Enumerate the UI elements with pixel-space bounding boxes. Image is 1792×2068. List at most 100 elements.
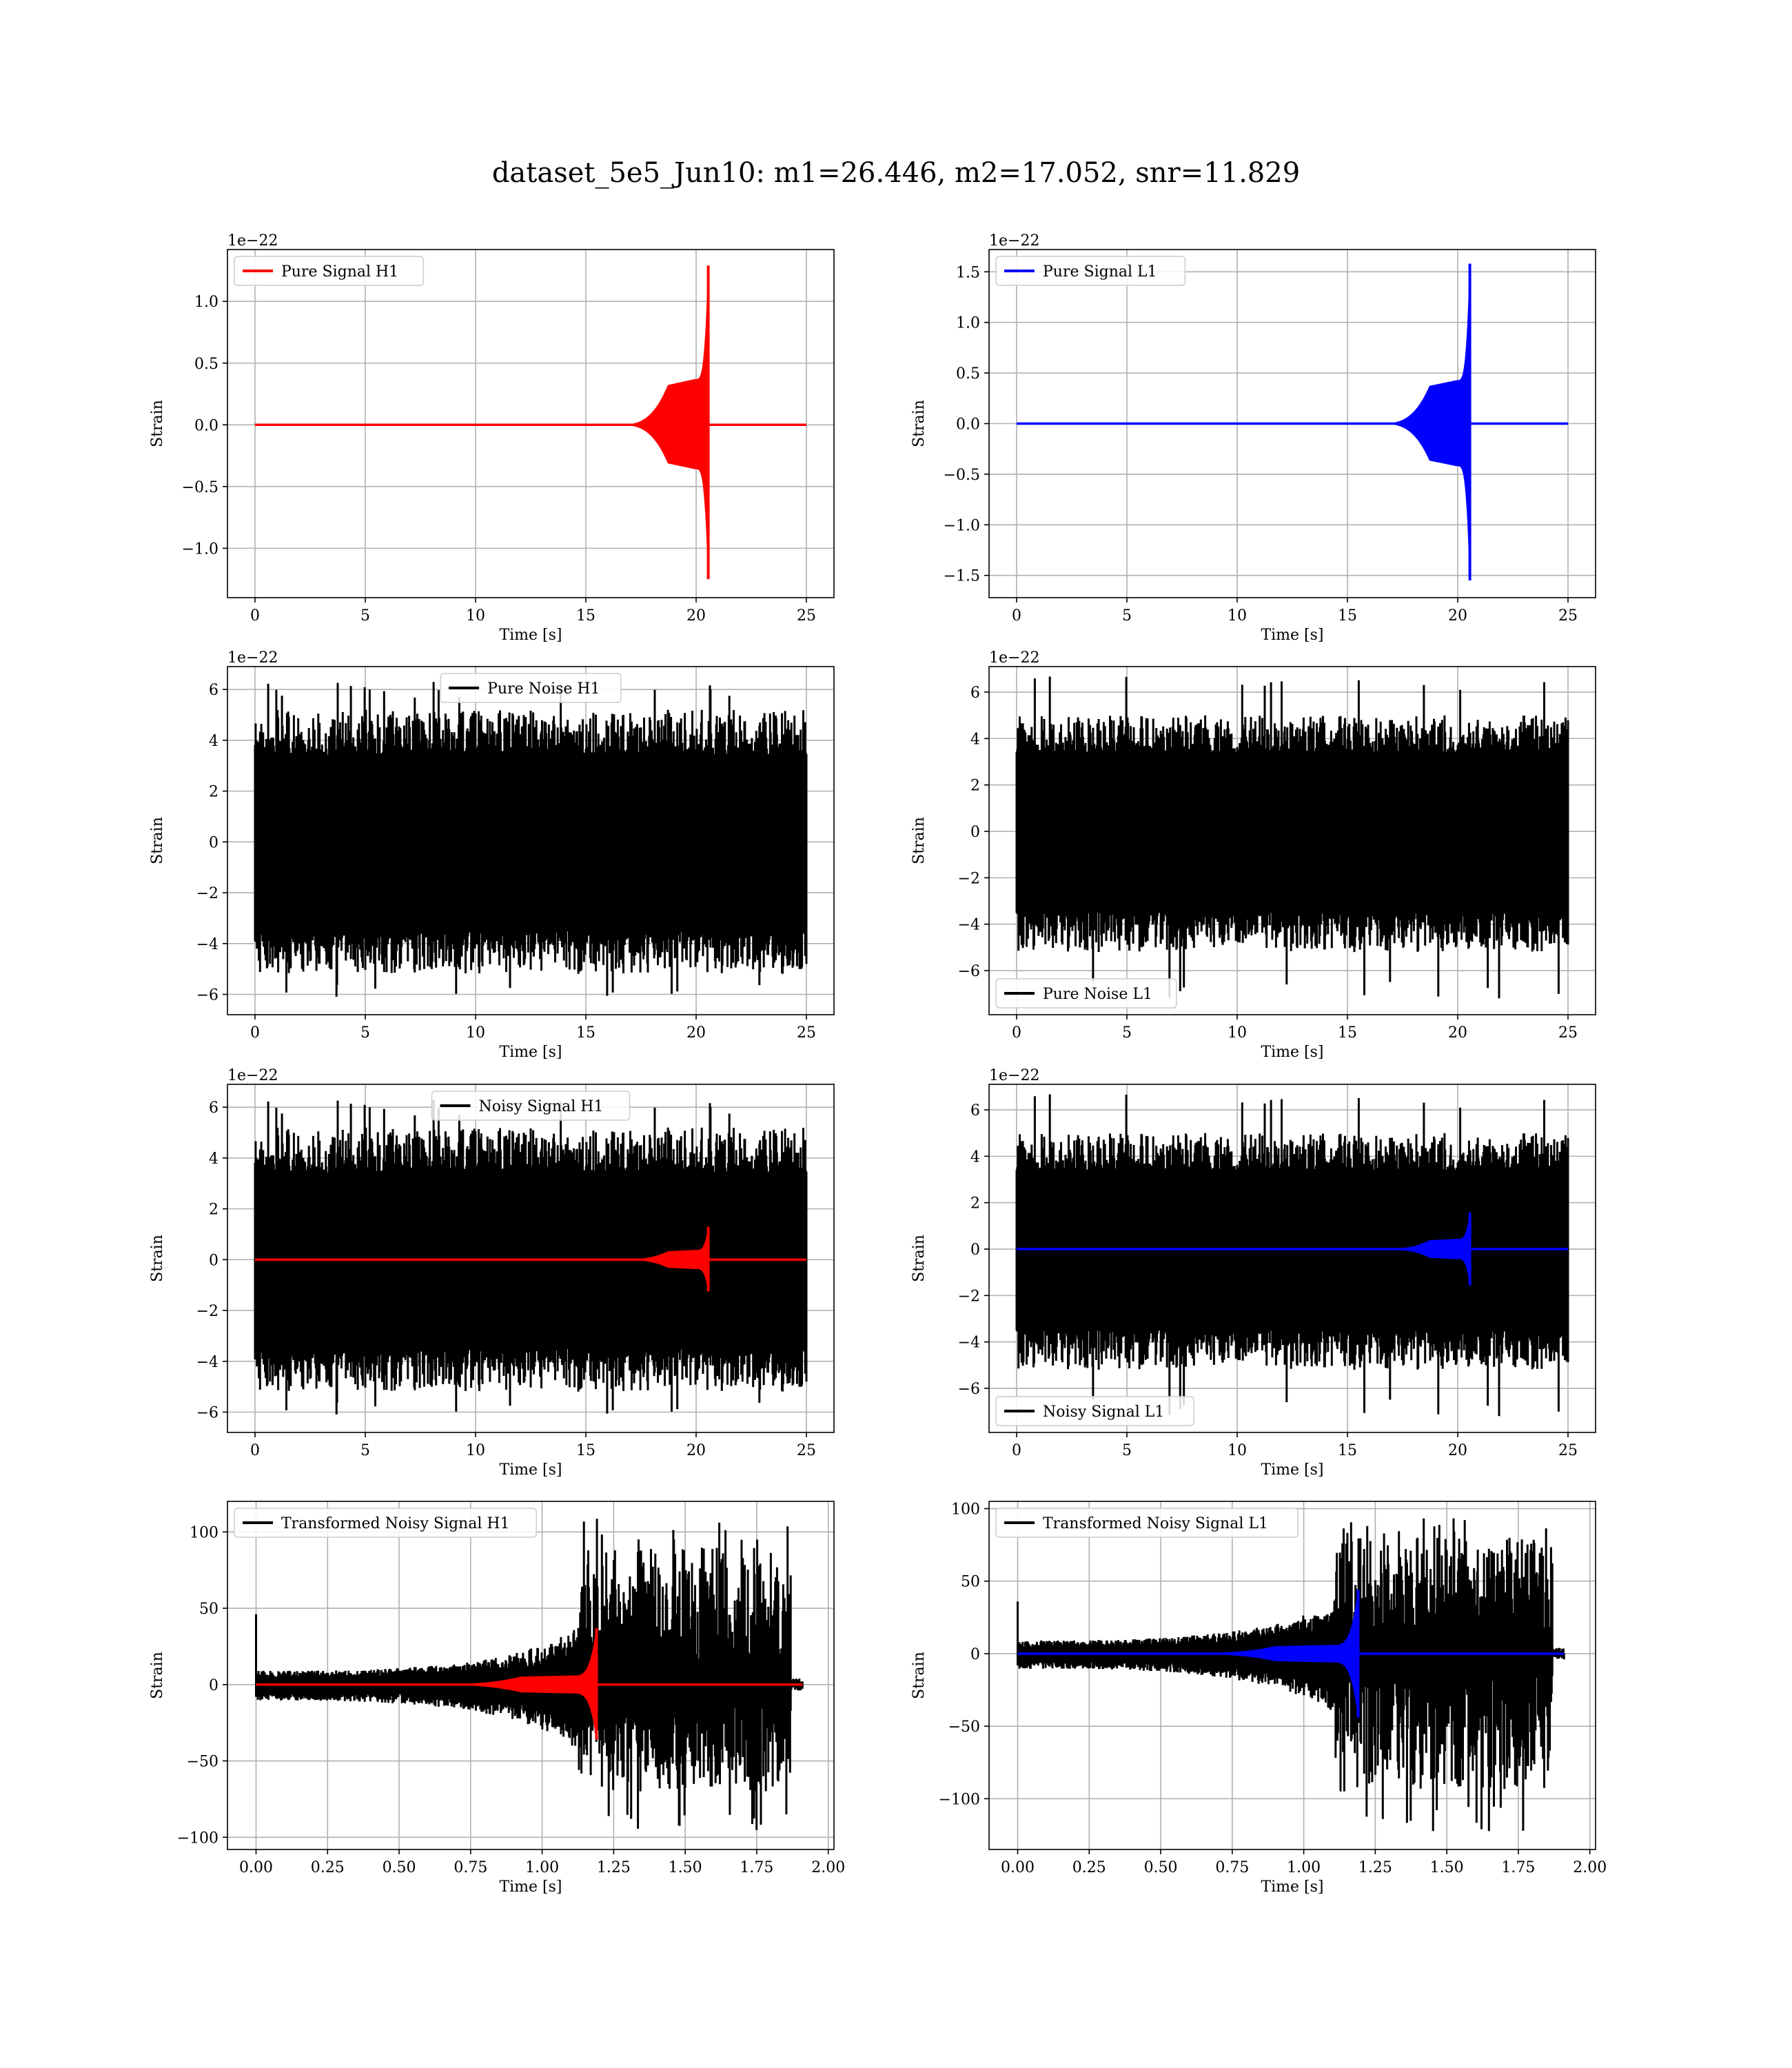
legend: Pure Noise H1 bbox=[440, 673, 622, 703]
legend-box bbox=[995, 1508, 1299, 1538]
y-tick-label: 0 bbox=[209, 834, 218, 851]
y-tick-label: −6 bbox=[196, 987, 218, 1004]
y-tick-label: 0.5 bbox=[956, 365, 980, 383]
x-tick-label: 1.25 bbox=[1358, 1859, 1392, 1876]
pure-noise-h1-axes: 0 5 10 15 20 25 −6 −4 −2 0 2 4 6 Time [s] Strain 1e−22 P… bbox=[149, 649, 835, 1061]
x-tick-label: 10 bbox=[466, 1442, 485, 1459]
y-tick-label: 6 bbox=[970, 1102, 980, 1119]
y-tick-label: 6 bbox=[209, 682, 218, 699]
offset-text: 1e−22 bbox=[227, 232, 278, 250]
y-tick-label: 2 bbox=[209, 1202, 218, 1219]
y-tick-label: −1.5 bbox=[944, 568, 980, 585]
x-tick-label: 2.00 bbox=[811, 1859, 845, 1876]
noise-band bbox=[255, 1178, 806, 1344]
noisy-signal-l1-axes: 0 5 10 15 20 25 −6 −4 −2 0 2 4 6 Time [s] Strain 1e−22 N… bbox=[910, 1067, 1596, 1479]
y-tick-label: −2 bbox=[196, 885, 218, 902]
y-axis-label: Strain bbox=[910, 817, 928, 864]
legend: Pure Signal L1 bbox=[995, 256, 1186, 286]
y-tick-label: 0.0 bbox=[956, 416, 980, 434]
legend-label: Noisy Signal L1 bbox=[1043, 1403, 1164, 1421]
y-tick-label: −1.0 bbox=[944, 517, 980, 534]
offset-text: 1e−22 bbox=[227, 649, 278, 667]
x-tick-label: 1.50 bbox=[669, 1859, 702, 1876]
x-tick-label: 25 bbox=[797, 1442, 816, 1459]
x-tick-label: 10 bbox=[1228, 607, 1247, 625]
x-axis-label: Time [s] bbox=[499, 1878, 562, 1896]
x-tick-label: 10 bbox=[1228, 1442, 1247, 1459]
x-tick-label: 20 bbox=[686, 1024, 706, 1042]
y-tick-label: 6 bbox=[209, 1099, 218, 1117]
y-tick-label: 50 bbox=[961, 1574, 980, 1591]
axes-frame bbox=[227, 666, 835, 1015]
offset-text: 1e−22 bbox=[989, 232, 1039, 250]
x-axis-label: Time [s] bbox=[1261, 1878, 1323, 1896]
x-tick-label: 1.75 bbox=[740, 1859, 773, 1876]
x-axis-label: Time [s] bbox=[499, 1044, 562, 1061]
x-tick-label: 10 bbox=[466, 607, 485, 625]
x-tick-label: 2.00 bbox=[1573, 1859, 1607, 1876]
y-tick-label: 6 bbox=[970, 685, 980, 702]
y-tick-label: 0 bbox=[209, 1252, 218, 1269]
y-tick-label: 2 bbox=[970, 778, 980, 795]
transformed-noisy-signal-h1-axes: 0.00 0.25 0.50 0.75 1.00 1.25 1.50 1.75 2.00 −100… bbox=[149, 1501, 845, 1896]
y-tick-label: 50 bbox=[199, 1601, 218, 1618]
legend-label: Transformed Noisy Signal H1 bbox=[281, 1515, 510, 1532]
x-tick-label: 0 bbox=[250, 1024, 260, 1042]
y-tick-label: 2 bbox=[970, 1195, 980, 1213]
legend-label: Noisy Signal H1 bbox=[479, 1098, 604, 1115]
x-tick-label: 5 bbox=[360, 607, 370, 625]
y-tick-label: 0 bbox=[970, 1241, 980, 1259]
y-tick-label: 1.0 bbox=[194, 294, 218, 311]
x-tick-label: 15 bbox=[1338, 1024, 1357, 1042]
y-axis-label: Strain bbox=[910, 400, 928, 447]
y-tick-label: −0.5 bbox=[944, 467, 980, 484]
figure-title: dataset_5e5_Jun10: m1=26.446, m2=17.052,… bbox=[491, 157, 1301, 189]
noise-band bbox=[255, 760, 806, 926]
y-tick-label: −2 bbox=[958, 870, 980, 887]
y-tick-label: −6 bbox=[958, 963, 980, 980]
x-tick-label: 0.50 bbox=[383, 1859, 416, 1876]
legend-label: Pure Signal L1 bbox=[1043, 263, 1157, 281]
x-tick-label: 0 bbox=[1012, 1442, 1021, 1459]
y-tick-label: 4 bbox=[970, 731, 980, 748]
axes-frame bbox=[988, 1501, 1596, 1850]
x-tick-label: 25 bbox=[1558, 1442, 1578, 1459]
legend-label: Pure Noise L1 bbox=[1043, 986, 1152, 1003]
x-tick-label: 15 bbox=[1338, 1442, 1357, 1459]
y-axis-label: Strain bbox=[149, 400, 166, 447]
y-tick-label: −2 bbox=[958, 1288, 980, 1305]
noisy-signal-h1-axes: 0 5 10 15 20 25 −6 −4 −2 0 2 4 6 Time [s] Strain 1e−22 N… bbox=[149, 1067, 835, 1479]
x-tick-label: 0.00 bbox=[1001, 1859, 1035, 1876]
y-tick-label: 4 bbox=[970, 1148, 980, 1166]
series-transformed bbox=[1017, 1518, 1565, 1832]
x-tick-label: 5 bbox=[360, 1442, 370, 1459]
x-tick-label: 0 bbox=[1012, 1024, 1021, 1042]
y-tick-label: −50 bbox=[187, 1754, 218, 1771]
legend-box bbox=[431, 1091, 631, 1121]
y-tick-label: 2 bbox=[209, 784, 218, 801]
noise-band bbox=[1017, 757, 1568, 909]
x-tick-label: 20 bbox=[1448, 1024, 1467, 1042]
x-tick-label: 20 bbox=[1448, 1442, 1467, 1459]
x-tick-label: 0.50 bbox=[1144, 1859, 1178, 1876]
offset-text: 1e−22 bbox=[227, 1067, 278, 1084]
y-tick-label: −100 bbox=[177, 1829, 218, 1847]
legend-box bbox=[440, 673, 622, 703]
x-tick-label: 0 bbox=[1012, 607, 1021, 625]
y-tick-label: −4 bbox=[958, 917, 980, 934]
signal-chirp bbox=[619, 265, 709, 580]
y-tick-label: −4 bbox=[958, 1335, 980, 1352]
x-tick-label: 15 bbox=[1338, 607, 1357, 625]
x-tick-label: 1.50 bbox=[1430, 1859, 1464, 1876]
y-tick-label: −100 bbox=[939, 1791, 980, 1808]
x-axis-label: Time [s] bbox=[1261, 627, 1323, 644]
x-tick-label: 0.25 bbox=[1072, 1859, 1106, 1876]
x-tick-label: 5 bbox=[360, 1024, 370, 1042]
x-tick-label: 15 bbox=[576, 607, 595, 625]
x-tick-label: 1.00 bbox=[525, 1859, 559, 1876]
x-tick-label: 5 bbox=[1122, 607, 1132, 625]
x-tick-label: 1.00 bbox=[1287, 1859, 1321, 1876]
legend-box bbox=[234, 1508, 537, 1538]
